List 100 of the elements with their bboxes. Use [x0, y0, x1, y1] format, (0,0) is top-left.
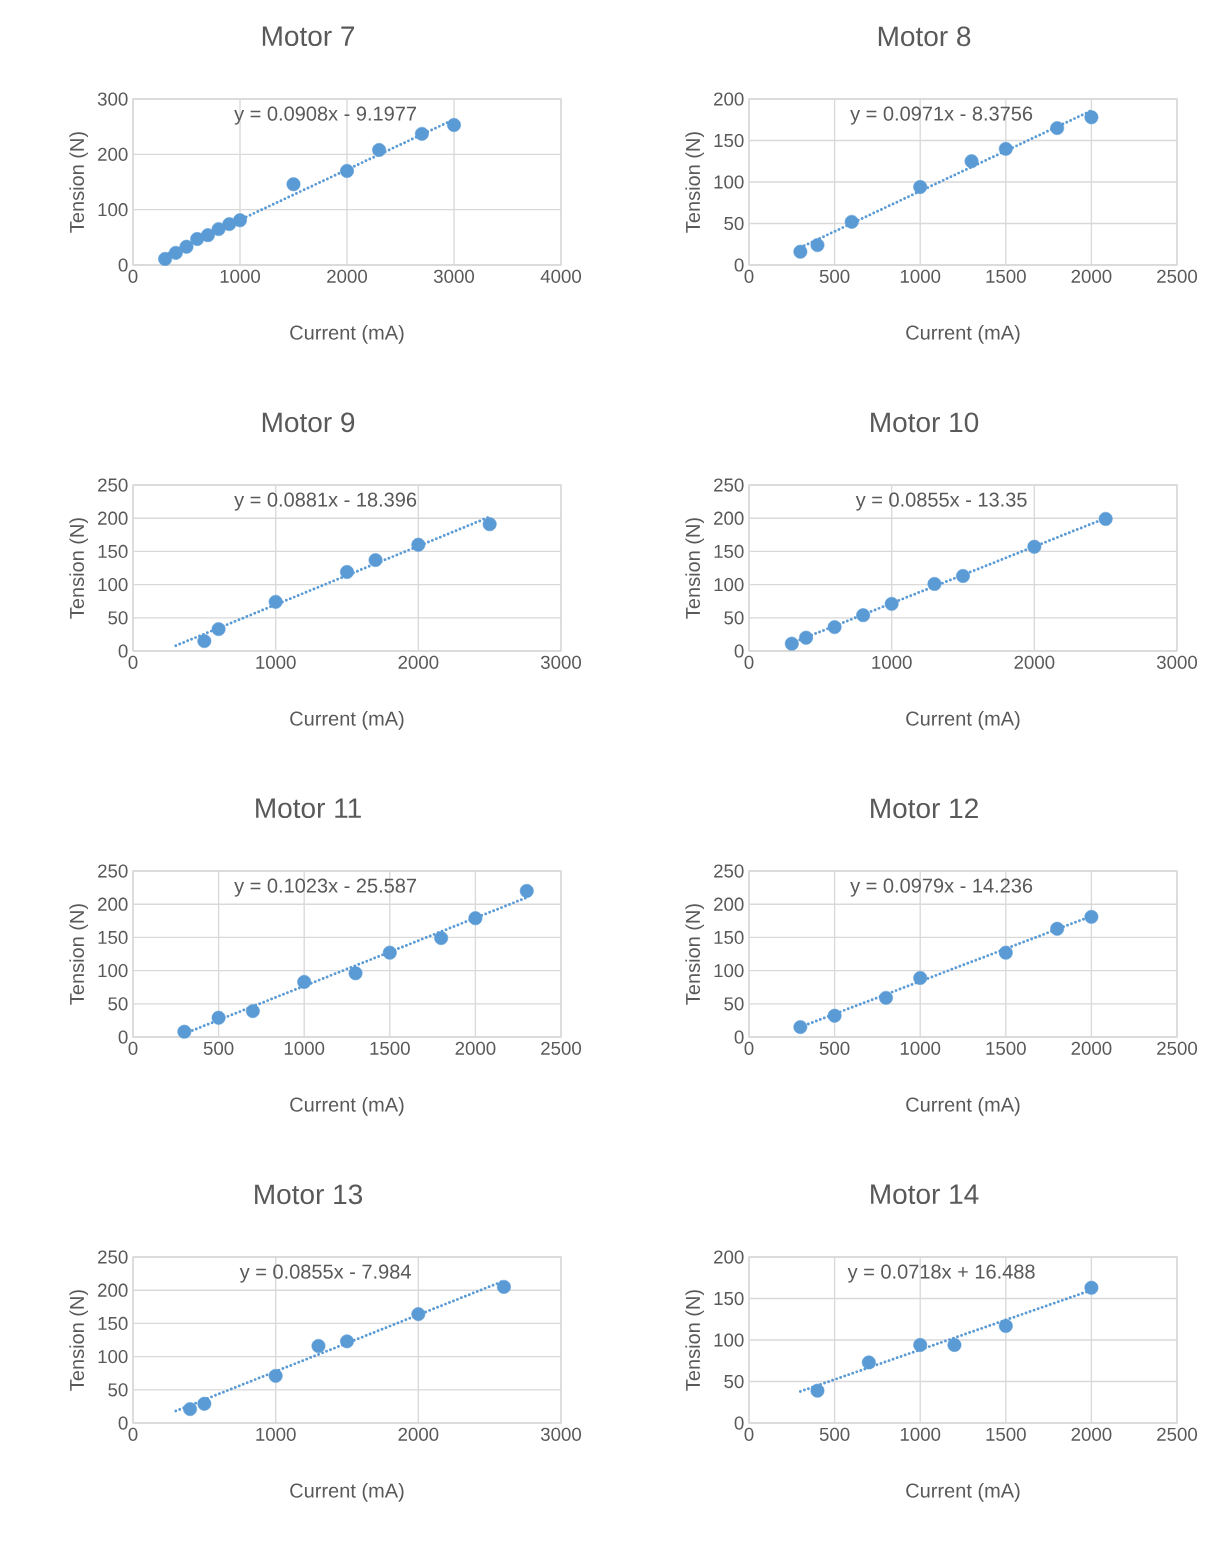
point	[913, 970, 928, 985]
y-tick-label: 250	[714, 864, 744, 878]
chart-title: Motor 8	[878, 26, 971, 47]
point	[197, 634, 212, 648]
x-tick-label: 0	[744, 655, 754, 669]
point	[382, 945, 397, 960]
x-tick-label: 2000	[327, 269, 368, 283]
y-tick-label: 150	[714, 133, 744, 148]
y-tick-label: 50	[108, 611, 128, 625]
point	[884, 596, 899, 611]
point	[998, 1318, 1013, 1333]
y-tick-label: 0	[734, 258, 744, 272]
point	[197, 1396, 212, 1411]
x-axis-title: Current (mA)	[906, 1097, 1020, 1116]
point	[183, 1402, 197, 1417]
x-tick-label: 500	[819, 269, 850, 283]
y-axis-title: Tension (N)	[69, 904, 88, 1005]
point	[211, 222, 226, 236]
point	[496, 1279, 511, 1294]
point	[177, 1024, 192, 1039]
point	[1050, 121, 1065, 135]
point	[1084, 110, 1099, 125]
y-tick-label: 100	[714, 1333, 744, 1347]
point	[482, 517, 497, 532]
x-tick-label: 1500	[986, 269, 1026, 283]
point	[913, 1338, 928, 1352]
point	[1098, 511, 1113, 526]
y-tick-label: 0	[118, 258, 128, 272]
x-tick-label: 1500	[986, 1041, 1026, 1055]
x-axis-title: Current (mA)	[290, 325, 404, 344]
x-tick-label: 1000	[900, 1041, 941, 1055]
point	[947, 1338, 962, 1352]
y-tick-label: 50	[724, 611, 744, 625]
x-axis-title: Current (mA)	[290, 1097, 404, 1116]
point	[414, 126, 429, 141]
point	[411, 1307, 426, 1322]
x-tick-label: 2000	[1014, 655, 1055, 669]
chart-title: Motor 13	[255, 1184, 363, 1205]
y-tick-label: 0	[734, 1416, 744, 1430]
point	[222, 217, 237, 231]
y-tick-label: 50	[108, 997, 128, 1011]
y-tick-label: 50	[724, 997, 744, 1011]
y-tick-label: 150	[98, 544, 128, 559]
x-axis-title: Current (mA)	[290, 1483, 404, 1502]
x-tick-label: 500	[203, 1041, 234, 1055]
annotation: y = 0.0881x - 18.396	[234, 492, 417, 511]
y-tick-label: 100	[98, 577, 128, 592]
point	[200, 228, 215, 243]
x-tick-label: 2500	[541, 1041, 582, 1055]
x-tick-label: 0	[128, 269, 138, 283]
point	[519, 884, 534, 898]
point	[998, 141, 1013, 156]
point	[810, 1383, 825, 1398]
point	[311, 1339, 326, 1353]
x-tick-label: 500	[819, 1041, 850, 1055]
x-tick-label: 1000	[256, 655, 296, 669]
chart-title: Motor 7	[262, 26, 355, 47]
annotation: y = 0.0855x - 7.984	[239, 1264, 411, 1283]
point	[827, 620, 842, 635]
point	[340, 565, 354, 579]
y-tick-label: 150	[714, 930, 744, 945]
x-tick-label: 1000	[872, 655, 912, 669]
point	[856, 608, 871, 623]
y-tick-label: 250	[98, 478, 128, 492]
x-tick-label: 4000	[540, 269, 582, 283]
y-tick-label: 100	[98, 963, 128, 978]
point	[810, 238, 825, 253]
x-axis-title: Current (mA)	[290, 711, 404, 730]
y-tick-label: 200	[714, 1250, 744, 1264]
point	[211, 622, 226, 637]
x-tick-label: 1500	[370, 1041, 410, 1055]
point	[211, 1010, 226, 1025]
point	[168, 245, 183, 260]
y-tick-label: 0	[118, 1030, 128, 1044]
y-axis-title: Tension (N)	[685, 904, 704, 1005]
y-axis-title: Tension (N)	[685, 1290, 704, 1391]
x-tick-label: 3000	[1156, 655, 1198, 669]
annotation: y = 0.0979x - 14.236	[850, 878, 1033, 897]
y-tick-label: 100	[98, 203, 128, 217]
point	[368, 553, 383, 567]
y-tick-label: 200	[714, 92, 744, 106]
x-tick-label: 1000	[220, 269, 261, 283]
y-tick-label: 100	[714, 577, 744, 592]
annotation: y = 0.0908x - 9.1977	[234, 106, 417, 125]
y-tick-label: 150	[714, 1291, 744, 1306]
chart-title: Motor 9	[262, 412, 355, 433]
y-tick-label: 200	[98, 147, 128, 161]
x-tick-label: 1500	[986, 1427, 1026, 1441]
y-tick-label: 250	[98, 1250, 128, 1264]
annotation: y = 0.0971x - 8.3756	[850, 106, 1033, 125]
x-tick-label: 1000	[900, 269, 941, 283]
y-tick-label: 50	[108, 1383, 128, 1397]
point	[784, 636, 799, 651]
x-axis-title: Current (mA)	[906, 1483, 1020, 1502]
point	[879, 990, 893, 1005]
y-tick-label: 50	[724, 216, 744, 231]
point	[964, 154, 979, 169]
point	[998, 945, 1013, 960]
x-tick-label: 0	[128, 655, 138, 669]
x-tick-label: 0	[744, 269, 754, 283]
